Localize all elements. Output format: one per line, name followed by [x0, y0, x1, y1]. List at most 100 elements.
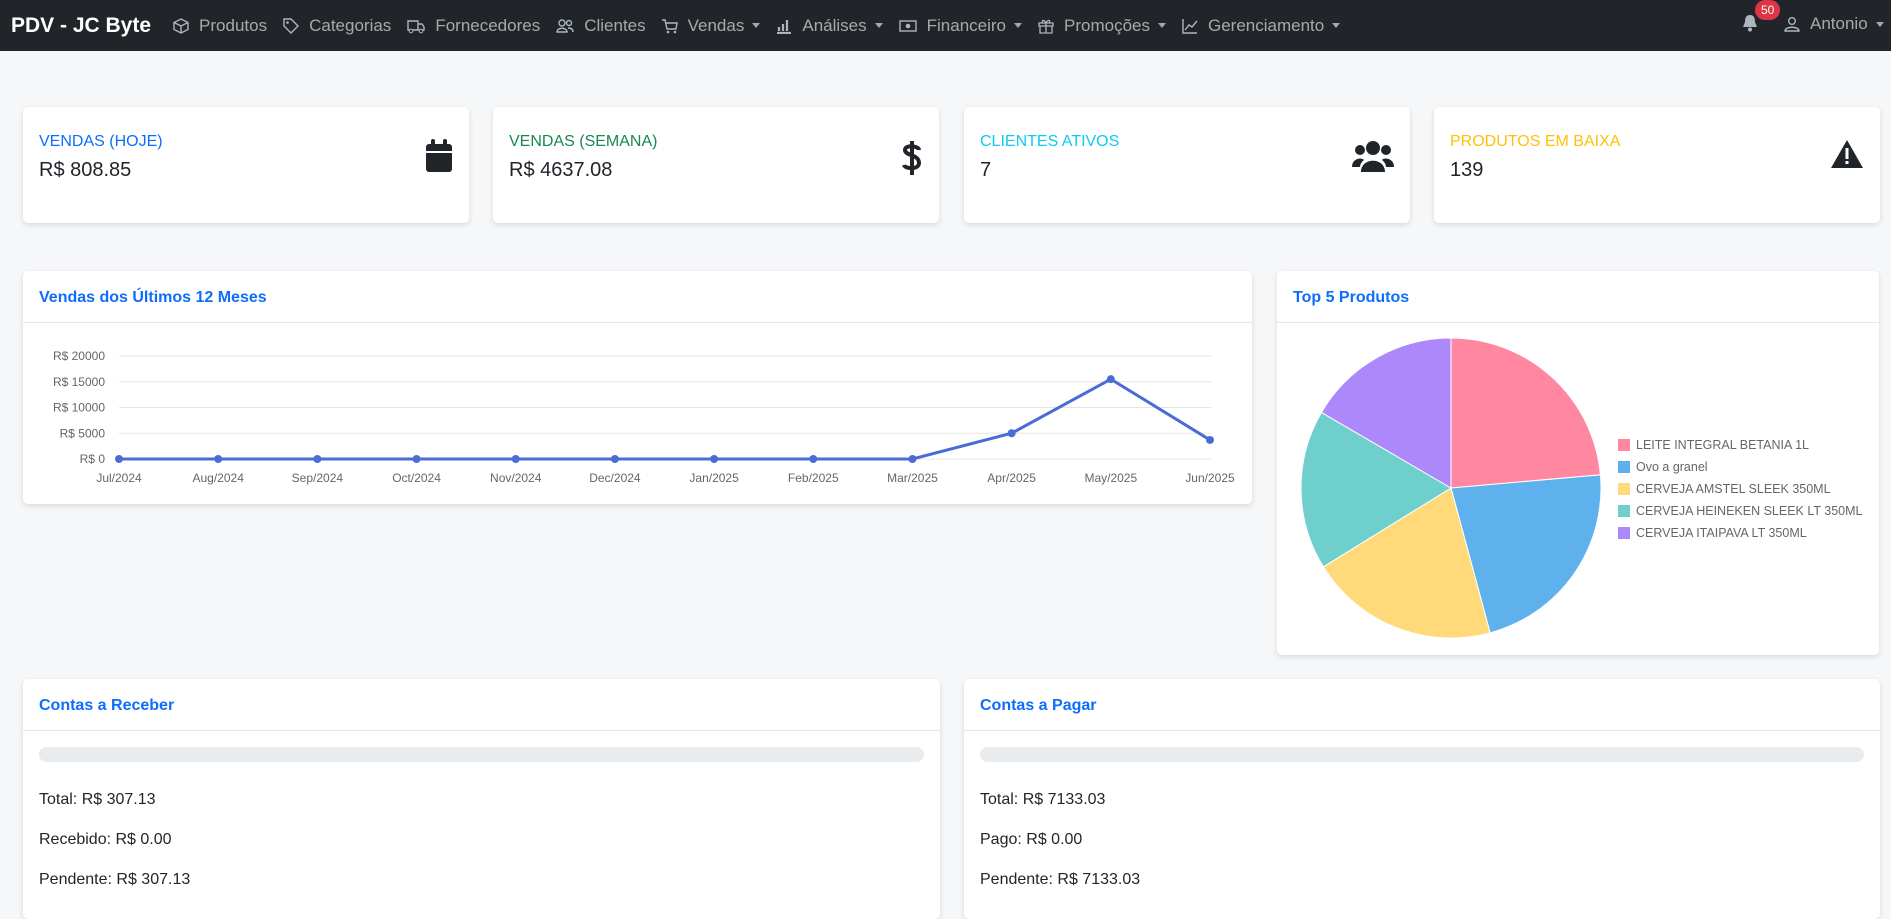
- point: [511, 455, 520, 463]
- caret: [1332, 23, 1341, 28]
- progress-bar: [39, 747, 924, 762]
- caret: [874, 23, 883, 28]
- card-header: Vendas dos Últimos 12 Meses: [23, 271, 1252, 323]
- x-tick-label: Jan/2025: [689, 471, 739, 485]
- nav-item[interactable]: Gerenciamento: [1182, 15, 1341, 36]
- stat-title: PRODUTOS EM BAIXA: [1450, 133, 1621, 150]
- point: [214, 455, 223, 463]
- account-card: Contas a Pagar Total: R$ 7133.03 Pago: R…: [964, 679, 1880, 919]
- x-tick-label: Aug/2024: [192, 471, 244, 485]
- navbar: PDV - JC Byte Produtos Categorias Fornec…: [0, 0, 1891, 51]
- x-tick-label: Feb/2025: [788, 471, 839, 485]
- card-header: Contas a Pagar: [964, 679, 1880, 731]
- dollar-icon: [902, 141, 922, 175]
- stat-title: VENDAS (SEMANA): [509, 133, 658, 150]
- x-tick-label: Sep/2024: [292, 471, 344, 485]
- x-tick-label: Oct/2024: [392, 471, 441, 485]
- legend-swatch: [1618, 461, 1630, 473]
- legend-label: LEITE INTEGRAL BETANIA 1L: [1636, 438, 1809, 452]
- y-tick-label: R$ 20000: [53, 349, 105, 363]
- pie-chart: LEITE INTEGRAL BETANIA 1L Ovo a granel CER…: [1300, 337, 1863, 639]
- caret: [752, 23, 761, 28]
- nav-label: Vendas: [687, 15, 745, 35]
- nav-item[interactable]: Clientes: [556, 15, 646, 36]
- line-label: Pendente:: [980, 871, 1053, 888]
- stat-card: PRODUTOS EM BAIXA 139: [1434, 107, 1880, 223]
- icon: [173, 17, 189, 34]
- legend-swatch: [1618, 439, 1630, 451]
- stat-title: VENDAS (HOJE): [39, 133, 163, 150]
- account-line: Total: R$ 7133.03: [980, 791, 1105, 809]
- stat-card: CLIENTES ATIVOS 7: [964, 107, 1410, 223]
- pie-slice: [1320, 337, 1452, 489]
- line-series: [119, 377, 1211, 461]
- nav-label: Categorias: [309, 15, 392, 35]
- line-label: Recebido:: [39, 831, 112, 848]
- notification-badge: 50: [1755, 0, 1781, 20]
- x-tick-label: May/2025: [1084, 471, 1137, 485]
- icon: [407, 19, 426, 33]
- legend-label: CERVEJA HEINEKEN SLEEK LT 350ML: [1636, 504, 1863, 518]
- notification-bell[interactable]: [1742, 14, 1758, 32]
- x-tick-label: Jul/2024: [96, 471, 142, 485]
- legend-label: Ovo a granel: [1636, 460, 1708, 474]
- nav-item[interactable]: Análises: [776, 15, 883, 36]
- brand[interactable]: PDV - JC Byte: [11, 13, 152, 37]
- point: [1007, 429, 1016, 438]
- warning-icon: [1831, 140, 1863, 168]
- legend-label: CERVEJA ITAIPAVA LT 350ML: [1636, 526, 1807, 540]
- nav-item[interactable]: Produtos: [173, 16, 267, 36]
- account-line: Pendente: R$ 307.13: [39, 871, 190, 889]
- user-name: Antonio: [1810, 14, 1868, 33]
- legend-swatch: [1618, 527, 1630, 539]
- x-tick-label: Nov/2024: [490, 471, 542, 485]
- icon: [898, 19, 917, 32]
- nav-item[interactable]: Categorias: [283, 16, 391, 36]
- line-value: R$ 0.00: [115, 831, 172, 848]
- icon: [1182, 18, 1198, 34]
- legend-swatch: [1618, 505, 1630, 517]
- nav-label: Gerenciamento: [1207, 15, 1325, 35]
- y-tick-label: R$ 15000: [53, 375, 105, 389]
- x-tick-label: Jun/2025: [1185, 471, 1235, 485]
- point: [908, 455, 917, 463]
- caret: [1157, 23, 1166, 28]
- point: [1206, 435, 1214, 444]
- pie-slice: [1450, 474, 1602, 634]
- point: [809, 455, 818, 463]
- nav-label: Produtos: [199, 15, 268, 35]
- caret: [1014, 23, 1022, 28]
- nav-item[interactable]: Financeiro: [898, 15, 1022, 36]
- nav-label: Fornecedores: [435, 15, 541, 35]
- point: [412, 455, 421, 463]
- stat-card: VENDAS (SEMANA) R$ 4637.08: [493, 107, 939, 223]
- point: [1106, 375, 1115, 384]
- legend-swatch: [1618, 483, 1630, 495]
- nav-item[interactable]: Fornecedores: [407, 16, 540, 36]
- icon: [1038, 19, 1054, 34]
- account-line: Pago: R$ 0.00: [980, 831, 1082, 849]
- nav-label: Clientes: [584, 15, 646, 35]
- pie-slice: [1300, 411, 1452, 568]
- line-label: Pago:: [980, 831, 1022, 848]
- line-label: Total:: [39, 791, 78, 808]
- nav-item[interactable]: Vendas: [661, 15, 761, 36]
- x-tick-label: Dec/2024: [589, 471, 641, 485]
- calendar-icon: [426, 139, 452, 172]
- legend-label: CERVEJA AMSTEL SLEEK 350ML: [1636, 482, 1831, 496]
- line-label: Pendente:: [39, 871, 112, 888]
- point: [313, 455, 322, 463]
- pie-slice: [1322, 487, 1491, 639]
- nav-label: Análises: [802, 15, 867, 35]
- pie-chart-card: Top 5 Produtos LEITE INTEGRAL BETANIA 1L…: [1277, 271, 1879, 655]
- line-chart: R$ 0 R$ 5000 R$ 10000 R$ 15000 R$ 20000 Jul/2…: [53, 349, 1235, 485]
- stat-card: VENDAS (HOJE) R$ 808.85: [23, 107, 469, 223]
- nav-item[interactable]: Promoções: [1038, 16, 1166, 36]
- x-tick-label: Mar/2025: [887, 471, 938, 485]
- card-header: Top 5 Produtos: [1277, 271, 1879, 323]
- pie-slice: [1450, 337, 1601, 489]
- nav-label: Financeiro: [926, 15, 1006, 35]
- line-value: R$ 0.00: [1026, 831, 1083, 848]
- card-header: Contas a Receber: [23, 679, 940, 731]
- user-menu[interactable]: Antonio: [1784, 14, 1884, 34]
